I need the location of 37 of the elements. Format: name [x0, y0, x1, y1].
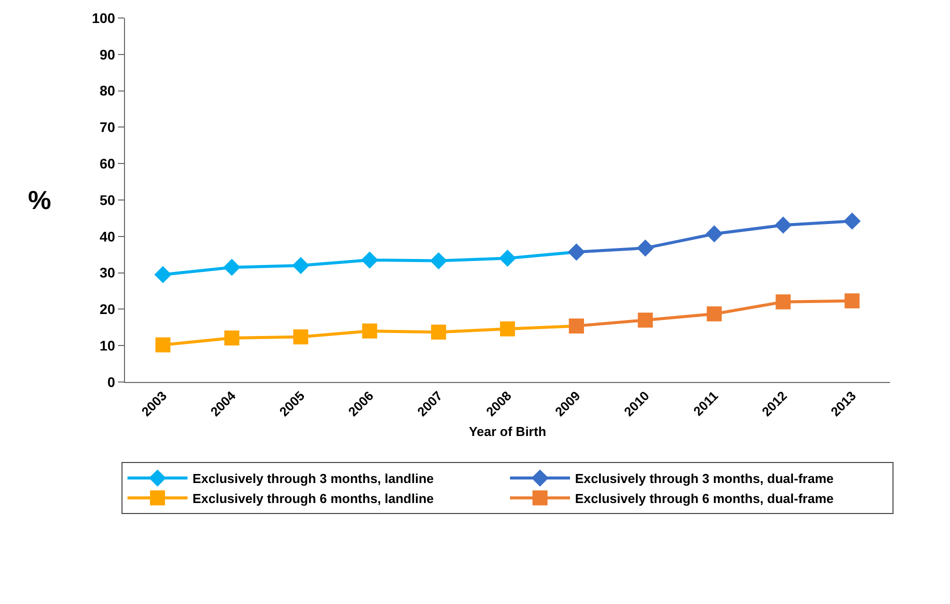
point — [431, 324, 446, 340]
y-tick-label: 20 — [100, 301, 116, 318]
y-tick-label: 60 — [100, 156, 116, 172]
y-tick-label: 40 — [100, 228, 116, 244]
point — [500, 321, 515, 336]
point — [362, 324, 378, 339]
point — [430, 252, 447, 269]
point — [844, 293, 860, 308]
point — [154, 266, 172, 283]
point — [224, 259, 240, 276]
y-axis-title: % — [28, 185, 52, 215]
legend-label: Exclusively through 6 months, landline — [192, 491, 434, 506]
y-tick-label: 30 — [100, 264, 116, 281]
point — [706, 306, 722, 322]
point — [637, 240, 654, 256]
y-tick-label: 50 — [100, 192, 116, 208]
point — [499, 250, 516, 266]
y-tick-label: 10 — [100, 338, 116, 354]
y-tick-label: 70 — [100, 119, 116, 136]
legend-label: Exclusively through 6 months, dual-frame — [575, 491, 834, 506]
y-tick-label: 100 — [92, 10, 116, 26]
point — [362, 252, 378, 268]
point — [293, 329, 308, 344]
point — [155, 337, 170, 352]
y-tick-label: 0 — [107, 374, 116, 390]
point — [844, 212, 860, 230]
point — [224, 330, 240, 346]
legend-label: Exclusively through 3 months, landline — [192, 471, 434, 486]
x-axis-title: Year of Birth — [468, 424, 546, 439]
y-tick-label: 80 — [100, 82, 116, 99]
point — [638, 312, 653, 328]
point — [706, 226, 722, 242]
point — [292, 257, 309, 274]
y-tick-label: 90 — [100, 46, 116, 62]
legend-label: Exclusively through 3 months, dual-frame — [575, 471, 834, 486]
point — [776, 294, 791, 310]
point — [775, 216, 792, 234]
